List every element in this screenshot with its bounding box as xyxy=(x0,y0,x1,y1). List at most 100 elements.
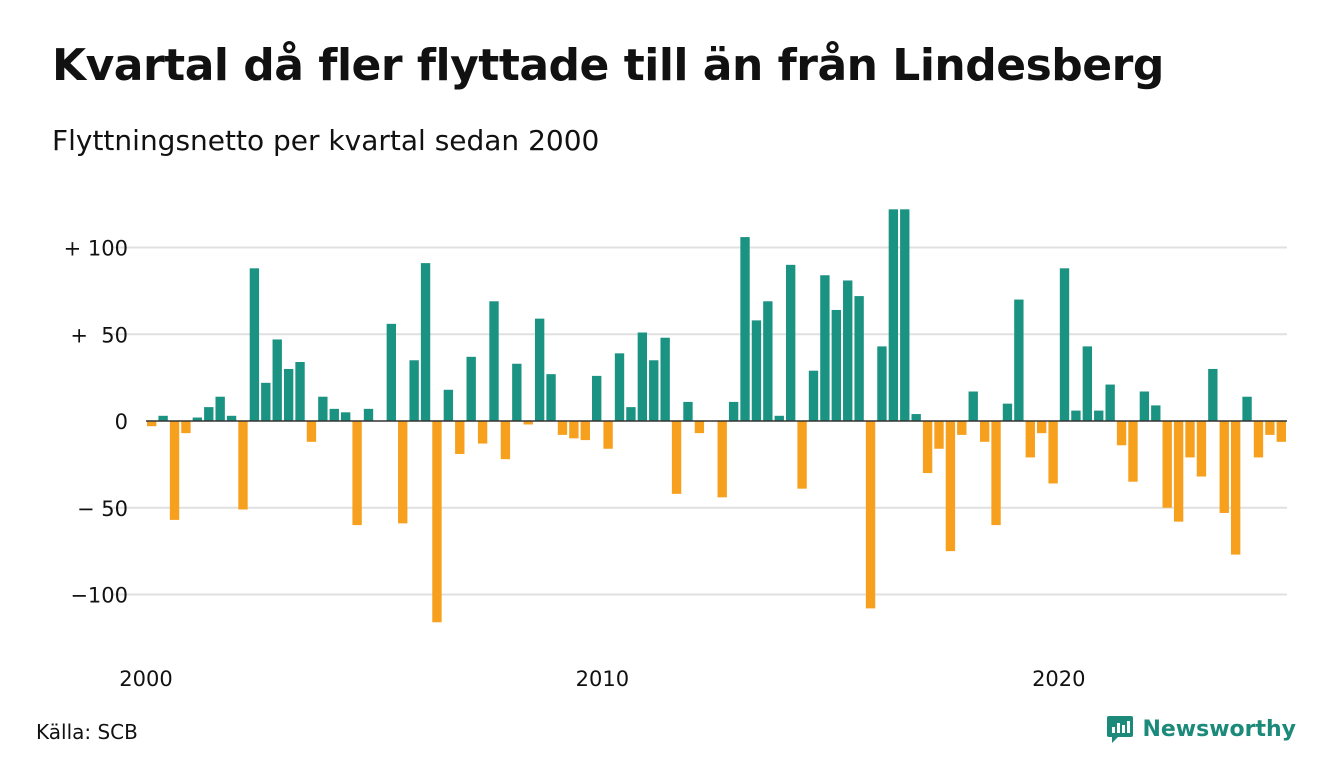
bar xyxy=(1037,421,1047,434)
y-tick-label: −100 xyxy=(70,584,128,608)
bar xyxy=(694,421,705,434)
bar xyxy=(1014,299,1024,421)
bar xyxy=(1151,405,1161,421)
bar xyxy=(934,421,944,449)
source-note: Källa: SCB xyxy=(36,720,138,744)
bar xyxy=(569,421,579,439)
bar xyxy=(272,339,282,421)
bar xyxy=(249,268,260,421)
bar xyxy=(1128,421,1138,482)
bar xyxy=(728,401,739,422)
bar xyxy=(341,412,351,421)
bar xyxy=(968,391,978,421)
bar xyxy=(192,417,203,421)
bar xyxy=(1196,421,1207,477)
bar xyxy=(523,421,533,425)
bar xyxy=(785,264,796,421)
bar xyxy=(1048,421,1058,484)
bar xyxy=(854,296,864,421)
x-tick-label: 2000 xyxy=(119,667,172,691)
bar xyxy=(295,362,305,421)
bar xyxy=(660,337,670,421)
bar xyxy=(717,421,727,498)
brand-name: Newsworthy xyxy=(1142,716,1296,742)
bar xyxy=(888,209,899,421)
chart-title: Kvartal då fler flyttade till än från Li… xyxy=(52,40,1164,91)
y-tick-label: + 50 xyxy=(70,323,128,347)
y-tick-label: 0 xyxy=(115,410,128,434)
chart-subtitle: Flyttningsnetto per kvartal sedan 2000 xyxy=(52,124,600,157)
bar xyxy=(283,368,294,421)
bar xyxy=(352,421,362,526)
bar xyxy=(1276,421,1286,442)
bar xyxy=(477,421,488,444)
bar xyxy=(1025,421,1035,458)
bar xyxy=(1265,421,1275,435)
bar xyxy=(865,421,876,609)
bar xyxy=(580,421,590,441)
bar xyxy=(1071,410,1081,421)
bar xyxy=(614,353,625,421)
bar xyxy=(877,346,887,421)
bar xyxy=(147,421,157,427)
bar xyxy=(649,360,659,421)
x-tick-label: 2010 xyxy=(576,667,629,691)
bar xyxy=(204,407,214,421)
bar xyxy=(1219,421,1229,513)
bar xyxy=(820,275,830,421)
newsworthy-logo-icon xyxy=(1107,716,1134,743)
bar xyxy=(1002,403,1013,421)
bar xyxy=(1094,410,1104,421)
bar xyxy=(592,375,602,421)
bar xyxy=(945,421,956,552)
bar xyxy=(534,318,545,421)
bar xyxy=(238,421,248,510)
bar xyxy=(1059,268,1070,421)
bar xyxy=(546,374,556,421)
bar xyxy=(751,320,762,421)
bar xyxy=(740,237,750,421)
bar xyxy=(455,421,465,454)
bar xyxy=(1139,391,1150,421)
bar xyxy=(1082,346,1093,421)
bar xyxy=(158,415,168,422)
bar xyxy=(363,408,374,422)
bar xyxy=(843,280,853,421)
bar xyxy=(215,396,225,421)
bar xyxy=(169,421,180,520)
bar xyxy=(1116,421,1127,446)
bar xyxy=(1173,421,1184,522)
bar xyxy=(318,396,328,421)
bar xyxy=(261,382,271,421)
bar xyxy=(466,356,476,422)
bar xyxy=(637,332,648,421)
bar xyxy=(900,209,910,421)
bar xyxy=(443,389,454,421)
bar xyxy=(1185,421,1195,458)
newsworthy-logo: Newsworthy xyxy=(1106,714,1296,744)
bar xyxy=(922,421,933,474)
bar xyxy=(409,360,419,421)
bar xyxy=(329,408,339,422)
y-tick-label: − 50 xyxy=(77,497,128,521)
bar xyxy=(911,414,921,421)
bar xyxy=(979,421,990,442)
bar-chart: + 100 + 50 0 − 50 −100 2000 2010 2020 xyxy=(64,209,1287,691)
bar xyxy=(386,323,396,421)
bar xyxy=(1253,421,1264,458)
y-tick-label: + 100 xyxy=(64,237,128,261)
bar xyxy=(420,263,431,422)
x-tick-label: 2020 xyxy=(1032,667,1085,691)
bar xyxy=(831,309,841,421)
bar xyxy=(808,370,819,422)
bar xyxy=(683,401,693,422)
bar xyxy=(671,421,682,494)
bar xyxy=(1162,421,1172,508)
bar xyxy=(774,415,784,422)
bar xyxy=(763,301,773,421)
bar xyxy=(226,415,237,422)
bar xyxy=(398,421,408,524)
bar xyxy=(1105,384,1115,421)
bar xyxy=(603,421,613,449)
bar xyxy=(512,363,522,422)
